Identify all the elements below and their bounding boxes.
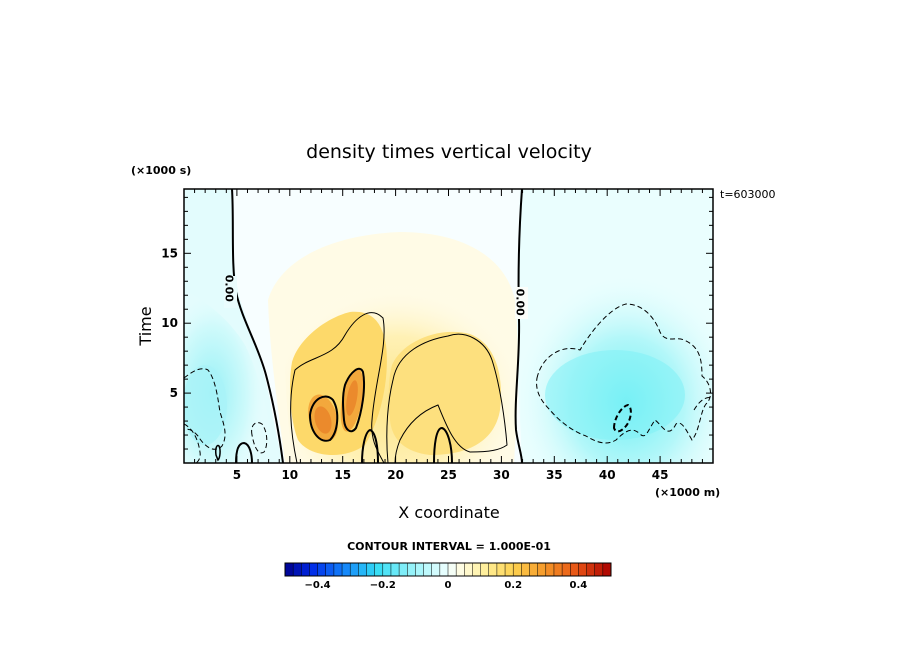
contour-interval-label: CONTOUR INTERVAL = 1.000E-01 (347, 540, 551, 553)
colorbar-swatch (448, 563, 457, 576)
contour-negative-left-c (184, 423, 201, 463)
contour-positive-right (386, 333, 508, 463)
x-tick-label: 5 (233, 468, 241, 482)
zero-loop-b (361, 428, 379, 463)
colorbar-swatch (423, 563, 432, 576)
colorbar-swatch (545, 563, 555, 576)
contour-max-a (308, 395, 339, 442)
colorbar-swatch (464, 563, 473, 576)
contour-label-right-bg (515, 287, 528, 319)
y-tick-label: 10 (161, 316, 178, 330)
colorbar-swatch (399, 563, 408, 576)
y-axis-title: Time (136, 306, 155, 346)
contour-max-b (342, 367, 366, 433)
colorbar-swatch (513, 563, 522, 576)
colorbar-swatch (586, 563, 595, 576)
colorbar-swatch (431, 563, 441, 576)
colorbar-tick-label: −0.2 (370, 580, 396, 591)
zero-contour-left (231, 189, 284, 463)
colorbar-swatch (480, 563, 490, 576)
x-tick-label: 10 (281, 468, 298, 482)
colorbar-tick-label: −0.4 (305, 580, 331, 591)
colorbar-swatch (333, 563, 343, 576)
colorbar (284, 563, 612, 576)
colorbar-swatch (553, 563, 563, 576)
zero-loop-c (433, 426, 453, 463)
colorbar-swatch (293, 563, 302, 576)
x-tick-label: 45 (652, 468, 669, 482)
colorbar-swatch (456, 563, 465, 576)
zero-loop-a (235, 441, 253, 463)
contour-negative-right-min (612, 403, 632, 433)
positive-core-right (388, 331, 501, 455)
colorbar-swatch (602, 563, 612, 576)
maximum-a-core (314, 406, 332, 434)
x-tick-label: 35 (546, 468, 563, 482)
negative-core-left (184, 365, 227, 445)
colorbar-swatch (325, 563, 335, 576)
colorbar-swatch (529, 563, 538, 576)
colorbar-swatch (537, 563, 547, 576)
time-stamp-label: t=603000 (720, 188, 776, 201)
x-tick-label: 40 (599, 468, 616, 482)
colorbar-swatch (285, 563, 294, 576)
x-axis-ticks: 5 10 15 20 25 30 35 40 45 (194, 189, 703, 482)
contour-positive-left (290, 312, 385, 463)
colorbar-tick-label: 0.2 (504, 580, 522, 591)
colorbar-swatch (358, 563, 367, 576)
colorbar-swatch (390, 563, 400, 576)
colorbar-swatch (415, 563, 424, 576)
colorbar-tick-label: 0 (445, 580, 452, 591)
colorbar-swatch (505, 563, 514, 576)
colorbar-frame (284, 562, 612, 577)
colorbar-swatch (382, 563, 392, 576)
y-axis-ticks: 5 10 15 (161, 196, 713, 450)
zero-contour-right (514, 189, 523, 463)
y-tick-label: 5 (170, 386, 178, 400)
contour-label-right: 0.00 (513, 289, 526, 316)
negative-core-right (545, 350, 685, 440)
colorbar-swatch (350, 563, 359, 576)
colorbar-swatch (309, 563, 318, 576)
colorbar-swatch (301, 563, 310, 576)
colorbar-swatch (366, 563, 375, 576)
contour-negative-right-edge (693, 397, 713, 411)
x-tick-label: 25 (440, 468, 457, 482)
colorbar-swatch (374, 563, 384, 576)
x-tick-label: 20 (387, 468, 404, 482)
colorbar-swatch (342, 563, 351, 576)
x-tick-label: 30 (493, 468, 510, 482)
colorbar-swatch (521, 563, 530, 576)
y-unit-label: (×1000 s) (131, 164, 191, 177)
contour-label-left: 0.00 (223, 275, 236, 302)
colorbar-swatch (594, 563, 604, 576)
x-tick-label: 15 (334, 468, 351, 482)
colorbar-swatch (439, 563, 449, 576)
contour-field: 0.00 0.00 (184, 189, 713, 463)
colorbar-swatch (570, 563, 579, 576)
contour-negative-left (184, 368, 226, 450)
colorbar-swatch (562, 563, 571, 576)
x-unit-label: (×1000 m) (655, 486, 720, 499)
colorbar-swatch (488, 563, 498, 576)
colorbar-swatch (496, 563, 506, 576)
colorbar-swatch (317, 563, 327, 576)
colorbar-swatch (578, 563, 587, 576)
contour-negative-left-b (251, 422, 268, 454)
y-tick-label: 15 (161, 246, 178, 260)
maximum-b-core (346, 380, 358, 416)
colorbar-ticks: −0.4 −0.2 0 0.2 0.4 (305, 580, 588, 591)
colorbar-swatch (407, 563, 416, 576)
chart-title: density times vertical velocity (306, 141, 592, 163)
colorbar-tick-label: 0.4 (570, 580, 588, 591)
x-axis-title: X coordinate (398, 503, 499, 522)
colorbar-swatch (472, 563, 481, 576)
contour-label-left-bg (224, 276, 237, 308)
